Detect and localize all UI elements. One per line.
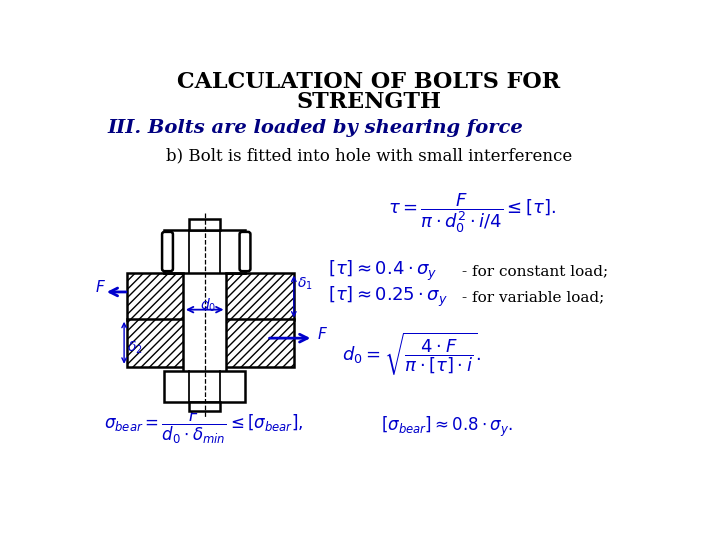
Text: STRENGTH: STRENGTH xyxy=(297,91,441,113)
Text: $d_0$: $d_0$ xyxy=(200,296,217,314)
Text: CALCULATION OF BOLTS FOR: CALCULATION OF BOLTS FOR xyxy=(177,71,561,93)
Text: $[\tau] \approx 0.25 \cdot \sigma_y$: $[\tau] \approx 0.25 \cdot \sigma_y$ xyxy=(328,285,448,309)
Bar xyxy=(127,319,294,367)
Bar xyxy=(164,372,245,402)
Bar xyxy=(189,402,220,411)
Text: $\delta_2$: $\delta_2$ xyxy=(127,340,143,356)
Text: $\tau = \dfrac{F}{\pi \cdot d_0^2 \cdot i / 4} \leq [\tau].$: $\tau = \dfrac{F}{\pi \cdot d_0^2 \cdot … xyxy=(388,192,557,235)
Text: $d_0 = \sqrt{\dfrac{4 \cdot F}{\pi \cdot [\tau] \cdot i}}.$: $d_0 = \sqrt{\dfrac{4 \cdot F}{\pi \cdot… xyxy=(342,330,481,377)
Bar xyxy=(183,269,226,373)
Text: $\sigma_{bear} = \dfrac{F}{d_0 \cdot \delta_{min}} \leq [\sigma_{bear}],$: $\sigma_{bear} = \dfrac{F}{d_0 \cdot \de… xyxy=(104,407,303,446)
Bar xyxy=(183,269,226,373)
Text: III. Bolts are loaded by shearing force: III. Bolts are loaded by shearing force xyxy=(107,119,523,137)
Text: $F$: $F$ xyxy=(94,279,106,295)
Text: - for variable load;: - for variable load; xyxy=(462,291,604,305)
Text: b) Bolt is fitted into hole with small interference: b) Bolt is fitted into hole with small i… xyxy=(166,147,572,164)
Bar xyxy=(127,273,294,320)
Bar xyxy=(127,273,294,320)
Bar xyxy=(164,231,245,273)
Bar xyxy=(189,219,220,231)
Text: - for constant load;: - for constant load; xyxy=(462,264,608,278)
FancyBboxPatch shape xyxy=(162,232,173,271)
Text: $[\sigma_{bear}] \approx 0.8 \cdot \sigma_y.$: $[\sigma_{bear}] \approx 0.8 \cdot \sigm… xyxy=(381,415,513,439)
Text: $\delta_1$: $\delta_1$ xyxy=(297,276,312,293)
FancyBboxPatch shape xyxy=(240,232,251,271)
Text: $[\tau] \approx 0.4 \cdot \sigma_y$: $[\tau] \approx 0.4 \cdot \sigma_y$ xyxy=(328,259,437,284)
Text: $F$: $F$ xyxy=(317,326,328,341)
Bar xyxy=(127,319,294,367)
